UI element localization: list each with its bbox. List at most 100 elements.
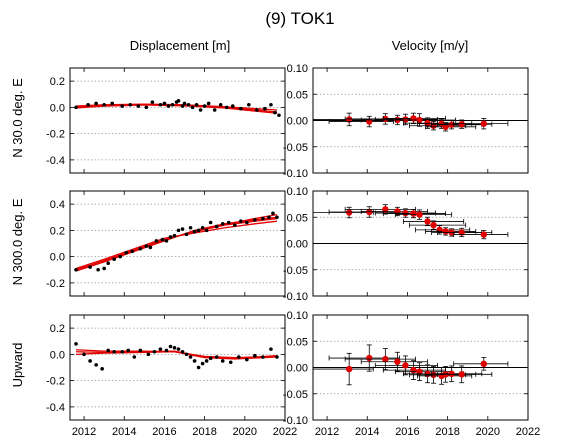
data-point [245,357,249,362]
velocity-marker [410,210,417,217]
data-point [238,219,243,223]
y-tick-label: -0.10 [283,168,308,180]
y-tick-label: 0.0 [50,349,65,361]
data-point [102,102,106,107]
y-tick-label: -0.2 [46,278,65,290]
data-point [261,355,265,359]
plot-frame [69,190,286,297]
velocity-marker [480,120,487,127]
velocity-marker [430,371,437,379]
fit-line [75,217,278,271]
data-point [200,361,205,366]
data-point [154,239,159,243]
plot-marks [313,112,509,132]
plot-marks [313,204,509,240]
data-point [263,106,267,111]
data-point [124,250,129,255]
plot-frame [312,314,529,421]
data-point [218,102,223,107]
data-point [271,211,275,216]
data-point [112,349,117,354]
y-tick-label: 0.10 [287,186,308,198]
velocity-marker [416,116,423,124]
velocity-marker [416,211,423,218]
x-tick-label: 2020 [233,426,257,438]
data-point [184,232,189,237]
y-tick-label: -0.10 [283,291,308,303]
data-point [176,228,181,233]
data-point [94,101,98,106]
velocity-marker [402,362,409,369]
y-tick-label: 0.05 [287,336,308,348]
y-tick-label: 0.2 [50,323,65,335]
velocity-marker [480,231,487,238]
y-tick-label: -0.05 [283,265,308,277]
velocity-marker [382,115,389,123]
data-point [253,353,257,358]
data-point [192,359,197,363]
data-point [204,359,209,363]
data-point [224,105,229,110]
velocity-marker [448,370,455,377]
figure-title: (9) TOK1 [265,9,334,28]
velocity-marker [416,368,423,375]
data-point [110,101,114,106]
fit-line [76,350,278,359]
y-tick-label: 0.00 [287,239,308,251]
data-point [166,104,171,108]
data-point [255,108,259,112]
column-title-velocity: Velocity [m/y] [392,38,469,53]
velocity-marker [410,366,417,374]
velocity-marker [366,354,373,362]
data-point [236,355,241,359]
data-point [138,246,143,251]
data-point [212,108,217,112]
velocity-marker [345,116,353,123]
data-point [152,349,157,354]
velocity-marker [424,218,431,225]
velocity-row2: -0.10 -0.05 0.00 0.05 0.10 [283,186,529,303]
data-point [168,235,173,239]
y-tick-label: -0.4 [46,402,65,414]
plot-frame [69,314,286,421]
plot-marks [313,344,509,386]
data-point [247,102,251,107]
data-point [275,355,279,359]
plot-marks [74,342,279,371]
data-point [160,237,165,242]
data-point [74,267,78,272]
y-tick-label: 0.10 [287,63,308,75]
plot-marks [74,99,281,118]
data-point [158,347,163,351]
data-point [273,110,277,115]
velocity-marker [382,355,389,363]
x-tick-label: 2022 [516,426,540,438]
data-point [214,355,219,359]
data-point [150,100,155,104]
x-tick-label: 2022 [273,426,297,438]
data-point [196,228,201,233]
data-point [253,218,257,222]
data-point [275,215,279,220]
data-point [200,225,205,230]
data-point [106,261,110,265]
x-tick-label: 2020 [476,426,500,438]
data-point [230,104,235,108]
y-tick-label: -0.05 [283,389,308,401]
x-tick-label: 2012 [72,426,96,438]
data-point [202,104,207,108]
data-point [164,239,169,243]
y-tick-label: 0.10 [287,310,308,322]
data-point [226,220,231,225]
x-tick-label: 2018 [192,426,216,438]
y-tick-label: 0.00 [287,363,308,375]
y-tick-label: 0.00 [287,116,308,128]
data-point [162,101,167,106]
data-point [269,102,273,107]
data-point [132,355,137,359]
y-tick-label: -0.05 [283,142,308,154]
velocity-marker [345,209,353,216]
velocity-marker [480,360,487,368]
row-label-3: Upward [10,343,25,388]
displacement-row2: -0.2 0.0 0.2 0.4 [46,190,286,297]
